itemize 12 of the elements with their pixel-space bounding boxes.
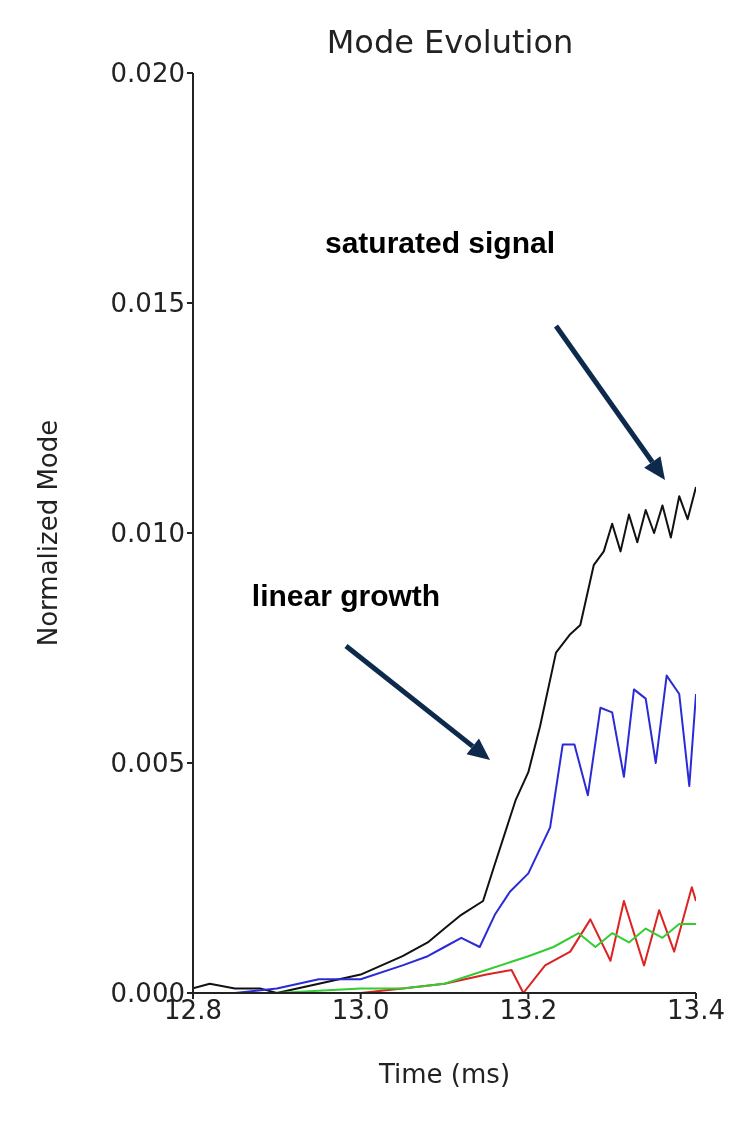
y-tick-label: 0.010 bbox=[110, 518, 185, 549]
y-tick-label: 0.005 bbox=[110, 748, 185, 779]
chart-title: Mode Evolution bbox=[326, 23, 574, 61]
y-tick-label: 0.020 bbox=[110, 58, 185, 89]
annotation: linear growth bbox=[251, 579, 441, 612]
y-tick-label: 0.015 bbox=[110, 288, 185, 319]
x-tick-label: 13.0 bbox=[331, 995, 390, 1026]
y-axis-title: Normalized Mode bbox=[33, 419, 64, 647]
x-tick-label: 13.2 bbox=[499, 995, 558, 1026]
x-axis-title: Time (ms) bbox=[377, 1059, 511, 1089]
annotation: saturated signal bbox=[324, 226, 556, 259]
x-tick-label: 13.4 bbox=[667, 995, 725, 1026]
